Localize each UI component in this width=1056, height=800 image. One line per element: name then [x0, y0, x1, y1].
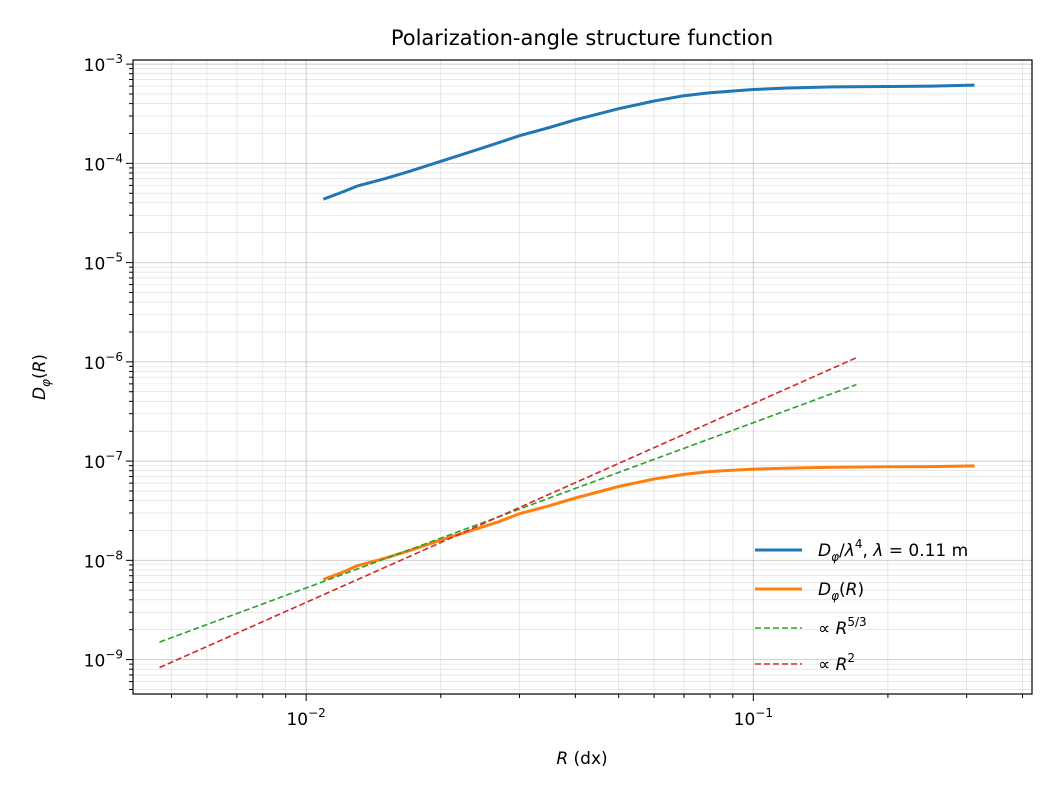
- series-line-4: [159, 356, 857, 669]
- y-tick-label: 10−9: [84, 648, 123, 672]
- grid: [133, 60, 1032, 694]
- y-tick-label: 10−5: [84, 251, 123, 275]
- legend-label-1: Dφ/λ4, λ = 0.11 m: [818, 537, 968, 564]
- y-tick-label: 10−4: [84, 151, 123, 175]
- y-tick-label: 10−8: [84, 548, 123, 572]
- y-axis-label: Dφ(R): [30, 354, 53, 400]
- legend-label-3: ∝ R5/3: [818, 615, 867, 639]
- legend: Dφ/λ4, λ = 0.11 m Dφ(R) ∝ R5/3 ∝ R2: [755, 537, 968, 675]
- chart-title: Polarization-angle structure function: [391, 26, 773, 50]
- y-tick-label: 10−3: [84, 52, 123, 76]
- y-tick-label: 10−7: [84, 449, 123, 473]
- legend-label-4: ∝ R2: [818, 651, 855, 675]
- plot-lines: [159, 83, 975, 669]
- series-line-1: [322, 83, 975, 201]
- y-tick-label: 10−6: [84, 350, 123, 374]
- x-tick-label: 10−2: [286, 706, 325, 730]
- legend-label-2: Dφ(R): [818, 580, 864, 603]
- axis-ticks: 10−2 10−1 10−9 10−8 10−7 10−6 10−5 10−4 10−3: [84, 52, 1024, 730]
- x-tick-label: 10−1: [734, 706, 773, 730]
- x-axis-label: R (dx): [556, 749, 607, 769]
